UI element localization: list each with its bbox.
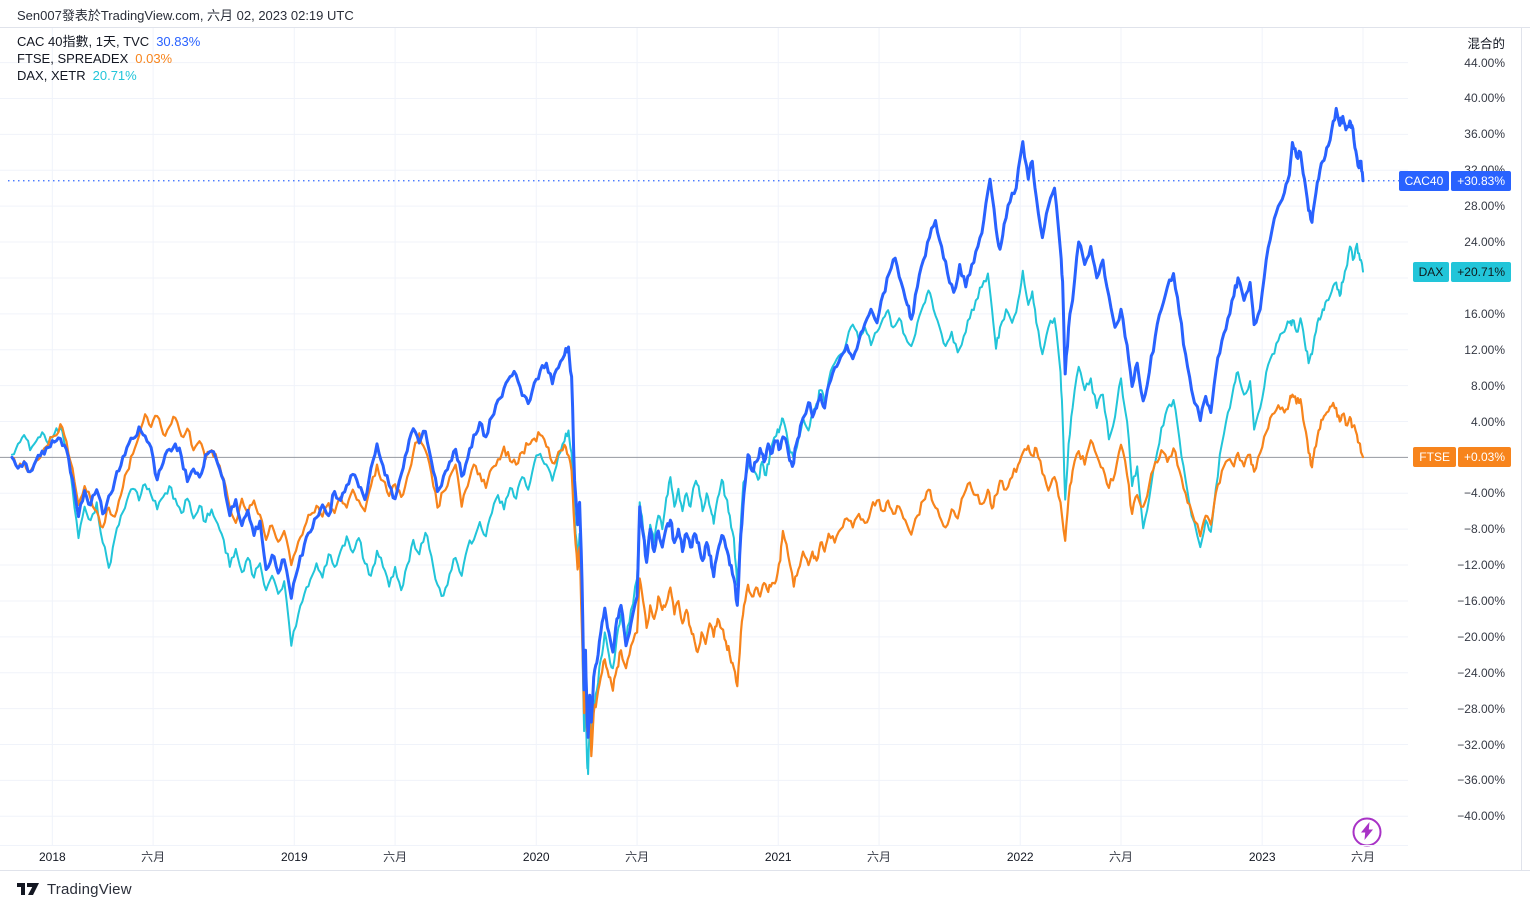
price-tick-label: −20.00%: [1457, 629, 1505, 644]
footer-bar: TradingView: [0, 870, 1530, 907]
price-tick-label: 40.00%: [1464, 91, 1505, 106]
price-tick-label: 8.00%: [1470, 378, 1505, 393]
price-label-symbol: FTSE: [1413, 447, 1456, 468]
time-tick-label: 六月: [1350, 850, 1375, 864]
time-tick-label: 2023: [1248, 850, 1276, 864]
price-label-value: +30.83%: [1451, 170, 1511, 191]
lightning-marker-icon[interactable]: [1352, 817, 1382, 847]
series-line-dax: [11, 242, 1364, 776]
price-label-value: +20.71%: [1451, 261, 1511, 282]
series-line-ftse: [10, 393, 1365, 758]
tradingview-logo[interactable]: TradingView: [17, 880, 132, 898]
price-scale-mode-label: 混合的: [1467, 37, 1505, 51]
price-label-ftse: FTSE +0.03%: [1413, 447, 1511, 468]
price-tick-label: −40.00%: [1457, 809, 1505, 824]
time-tick-label: 2019: [280, 850, 308, 864]
divider: [0, 27, 1530, 28]
time-tick-label: 六月: [141, 850, 166, 864]
grid-horizontal: [0, 62, 1408, 817]
legend-row-ftse[interactable]: FTSE, SPREADEX 0.03%: [17, 50, 200, 67]
grid-vertical: [51, 28, 1364, 845]
price-tick-label: 36.00%: [1464, 127, 1505, 142]
attribution-text: Sen007發表於TradingView.com, 六月 02, 2023 02…: [17, 8, 354, 23]
price-label-symbol: DAX: [1412, 261, 1450, 282]
price-tick-label: 4.00%: [1470, 414, 1505, 429]
tradingview-logo-text: TradingView: [47, 880, 132, 898]
legend-row-dax[interactable]: DAX, XETR 20.71%: [17, 67, 200, 84]
time-tick-label: 六月: [867, 850, 892, 864]
price-tick-label: 44.00%: [1464, 55, 1505, 70]
price-tick-label: −36.00%: [1457, 773, 1505, 788]
price-label-dax: DAX +20.71%: [1412, 261, 1511, 282]
price-tick-label: −8.00%: [1463, 522, 1505, 537]
price-tick-label: −12.00%: [1457, 558, 1505, 573]
time-tick-label: 2022: [1006, 850, 1034, 864]
price-tick-label: −4.00%: [1463, 486, 1505, 501]
legend-symbol-title: CAC 40指數, 1天, TVC: [17, 34, 150, 49]
price-tick-label: −24.00%: [1457, 665, 1505, 680]
legend-symbol-title: DAX, XETR: [17, 68, 86, 83]
legend-symbol-value: 30.83%: [156, 34, 201, 49]
divider: [0, 845, 1408, 846]
legend: CAC 40指數, 1天, TVC 30.83% FTSE, SPREADEX 0.…: [17, 33, 200, 84]
time-tick-label: 2021: [764, 850, 792, 864]
price-tick-label: −28.00%: [1457, 701, 1505, 716]
time-tick-label: 六月: [383, 850, 408, 864]
price-tick-label: 16.00%: [1464, 306, 1505, 321]
price-label-value: +0.03%: [1457, 447, 1511, 468]
time-tick-label: 六月: [625, 850, 650, 864]
series-line-cac40: [10, 106, 1365, 739]
legend-symbol-title: FTSE, SPREADEX: [17, 51, 129, 66]
divider: [1521, 28, 1522, 870]
price-tick-label: 28.00%: [1464, 199, 1505, 214]
tradingview-logo-icon: [17, 883, 39, 895]
price-tick-label: −16.00%: [1457, 593, 1505, 608]
legend-row-cac40[interactable]: CAC 40指數, 1天, TVC 30.83%: [17, 33, 200, 50]
price-tick-label: 24.00%: [1464, 235, 1505, 250]
price-label-symbol: CAC40: [1398, 170, 1450, 191]
legend-symbol-value: 20.71%: [92, 68, 137, 83]
time-tick-label: 2018: [38, 850, 66, 864]
price-tick-label: −32.00%: [1457, 737, 1505, 752]
price-tick-label: 12.00%: [1464, 342, 1505, 357]
price-label-cac40: CAC40 +30.83%: [1398, 170, 1511, 191]
time-tick-label: 2020: [522, 850, 550, 864]
legend-symbol-value: 0.03%: [135, 51, 173, 66]
time-tick-label: 六月: [1109, 850, 1134, 864]
